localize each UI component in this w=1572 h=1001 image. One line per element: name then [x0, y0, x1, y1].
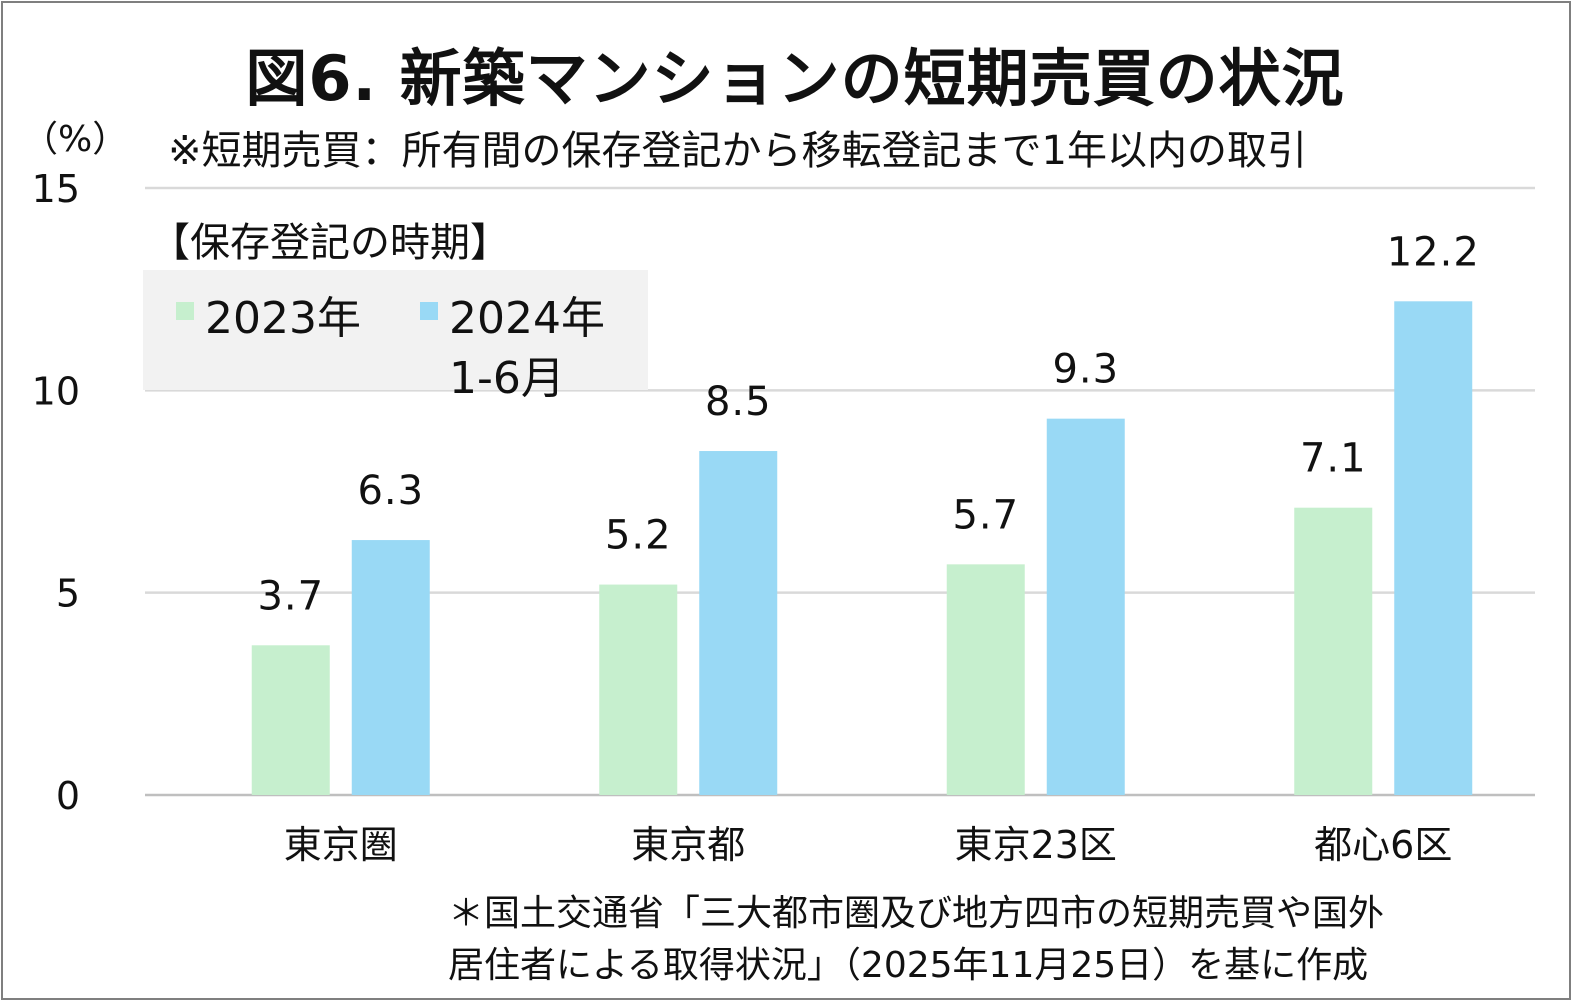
category-label-1: 東京都 — [631, 823, 745, 867]
y-axis-unit: （%） — [22, 119, 129, 160]
y-tick-label-15: 15 — [32, 167, 80, 211]
source-note-line1: ＊国土交通省「三大都市圏及び地方四市の短期売買や国外 — [448, 893, 1385, 934]
bar-2023-3 — [1294, 507, 1373, 795]
legend-item-2024-line2: 1-6月 — [449, 353, 565, 404]
bar-2024-1 — [699, 451, 778, 795]
category-label-0: 東京圏 — [284, 823, 398, 867]
bar-2024-2 — [1046, 418, 1125, 795]
data-label-2024-2: 9.3 — [1052, 347, 1119, 393]
data-label-2024-1: 8.5 — [705, 379, 772, 425]
source-note: ＊国土交通省「三大都市圏及び地方四市の短期売買や国外 居住者による取得状況」（2… — [448, 888, 1384, 992]
legend-item-2024: 2024年 — [449, 293, 605, 344]
y-tick-label-0: 0 — [56, 774, 80, 818]
category-label-3: 都心6区 — [1314, 823, 1452, 867]
bar-2024-3 — [1394, 301, 1473, 795]
legend-swatch-2024 — [420, 302, 438, 320]
bar-2024-0 — [351, 540, 430, 795]
data-label-2023-0: 3.7 — [257, 573, 324, 619]
legend-item-2023: 2023年 — [205, 293, 361, 344]
legend-title: 【保存登記の時期】 — [150, 220, 510, 266]
y-tick-label-5: 5 — [56, 572, 80, 616]
data-label-2023-3: 7.1 — [1300, 436, 1367, 482]
data-label-2023-1: 5.2 — [605, 513, 672, 559]
data-label-2024-0: 6.3 — [357, 468, 424, 514]
chart-subtitle: ※短期売買：所有間の保存登記から移転登記まで1年以内の取引 — [168, 128, 1307, 174]
data-label-2023-2: 5.7 — [952, 492, 1019, 538]
data-label-2024-3: 12.2 — [1387, 229, 1480, 275]
bar-2023-1 — [599, 584, 678, 795]
category-label-2: 東京23区 — [955, 823, 1117, 867]
bar-2023-0 — [251, 645, 330, 795]
chart-title: 図6. 新築マンションの短期売買の状況 — [245, 42, 1345, 115]
legend-swatch-2023 — [176, 302, 194, 320]
bar-2023-2 — [946, 564, 1025, 795]
legend-box — [143, 270, 648, 390]
y-tick-label-10: 10 — [32, 369, 80, 413]
source-note-line2: 居住者による取得状況」（2025年11月25日）を基に作成 — [448, 945, 1369, 986]
